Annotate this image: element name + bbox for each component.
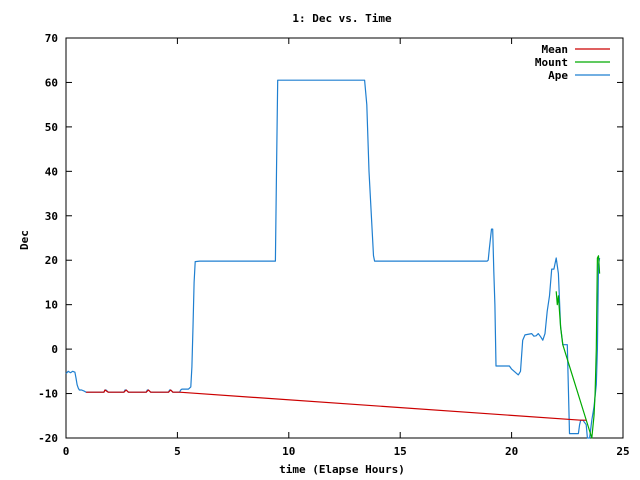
y-tick-label: 0 [51, 343, 58, 356]
y-axis-label: Dec [18, 230, 31, 250]
y-tick-label: 50 [45, 121, 58, 134]
y-tick-label: -20 [38, 432, 58, 445]
x-tick-label: 5 [174, 445, 181, 458]
legend-label-mean: Mean [542, 43, 569, 56]
axis-ticks: 0 5 10 15 20 25 -20 -10 0 10 20 30 40 50 60 70 [38, 32, 630, 458]
x-tick-label: 0 [63, 445, 70, 458]
y-tick-label: 60 [45, 76, 58, 89]
y-tick-label: 30 [45, 210, 58, 223]
y-tick-label: 10 [45, 299, 58, 312]
y-tick-label: 40 [45, 165, 58, 178]
x-tick-label: 25 [616, 445, 629, 458]
series-line-mount [555, 255, 601, 439]
x-axis-label: time (Elapse Hours) [279, 463, 405, 476]
series-line-mean [86, 389, 587, 421]
y-tick-label: -10 [38, 388, 58, 401]
series-line-ape [65, 79, 601, 439]
x-tick-label: 15 [394, 445, 407, 458]
legend-label-ape: Ape [548, 69, 568, 82]
x-tick-label: 10 [282, 445, 295, 458]
y-tick-label: 70 [45, 32, 58, 45]
y-tick-label: 20 [45, 254, 58, 267]
chart-title: 1: Dec vs. Time [292, 12, 392, 25]
legend-label-mount: Mount [535, 56, 568, 69]
x-tick-label: 20 [505, 445, 518, 458]
plot-frame [65, 37, 624, 439]
series-lines [65, 79, 601, 439]
